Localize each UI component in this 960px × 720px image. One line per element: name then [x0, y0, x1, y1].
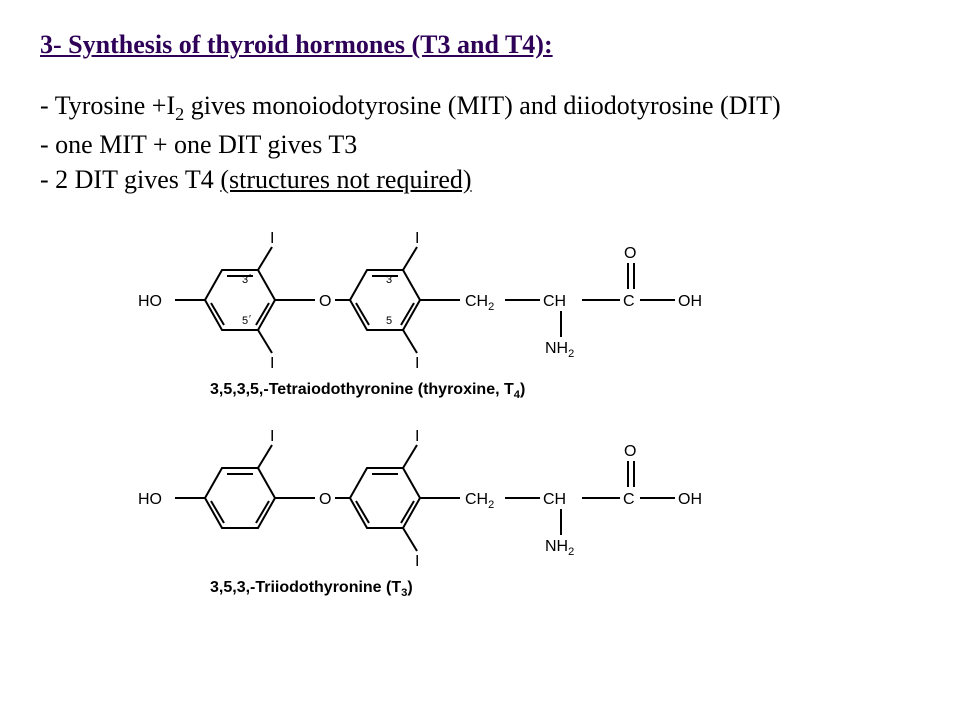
t3-I-1: I: [270, 428, 274, 445]
t3-CH2: CH: [465, 491, 488, 508]
t4-ring1-3: 3: [242, 274, 248, 286]
t4-CH: CH: [543, 293, 566, 310]
bullet-1-post: gives monoiodotyrosine (MIT) and diiodot…: [184, 91, 780, 120]
t3-caption: 3,5,3,-Triiodothyronine (T3): [210, 579, 920, 599]
bullet-3-underline: (structures not required): [220, 165, 471, 194]
bullet-list: - Tyrosine +I2 gives monoiodotyrosine (M…: [40, 88, 920, 197]
t4-NH2: NH: [545, 340, 568, 357]
t3-I-2: I: [415, 428, 419, 445]
bullet-3-pre: - 2 DIT gives T4: [40, 165, 220, 194]
t3-figure: HO I O I I CH2 CH C O OH NH2 3,5,3,-Trii…: [120, 423, 920, 599]
t3-C: C: [623, 491, 635, 508]
bullet-1: - Tyrosine +I2 gives monoiodotyrosine (M…: [40, 88, 920, 127]
t4-caption: 3,5,3,5,-Tetraiodothyronine (thyroxine, …: [210, 381, 920, 401]
t4-ring2-5: 5: [386, 315, 392, 327]
svg-text:′: ′: [249, 273, 251, 284]
t4-O-bridge: O: [319, 293, 331, 310]
t4-I-4: I: [415, 355, 419, 372]
t4-structure: 3 ′ 5 ′ 3 5: [120, 225, 820, 375]
t4-ring1-5: 5: [242, 315, 248, 327]
t4-caption-post: ): [520, 381, 525, 398]
t3-structure: HO I O I I CH2 CH C O OH NH2: [120, 423, 820, 573]
t4-I-3: I: [415, 230, 419, 247]
t3-OH: OH: [678, 491, 702, 508]
section-heading: 3- Synthesis of thyroid hormones (T3 and…: [40, 30, 920, 60]
bullet-1-sub: 2: [175, 104, 184, 124]
t4-CH2: CH: [465, 293, 488, 310]
bullet-3: - 2 DIT gives T4 (structures not require…: [40, 162, 920, 197]
t4-I-1: I: [270, 230, 274, 247]
svg-text:′: ′: [249, 314, 251, 325]
svg-text:CH2: CH2: [465, 491, 494, 511]
t3-CH: CH: [543, 491, 566, 508]
t3-caption-pre: 3,5,3,-Triiodothyronine (T: [210, 579, 401, 596]
t4-dblO: O: [624, 245, 636, 262]
t4-HO: HO: [138, 293, 162, 310]
t3-caption-post: ): [407, 579, 412, 596]
t4-I-2: I: [270, 355, 274, 372]
svg-text:NH2: NH2: [545, 538, 574, 558]
svg-text:CH2: CH2: [465, 293, 494, 313]
svg-text:NH2: NH2: [545, 340, 574, 360]
t4-caption-pre: 3,5,3,5,-Tetraiodothyronine (thyroxine, …: [210, 381, 514, 398]
t3-dblO: O: [624, 443, 636, 460]
bullet-2: - one MIT + one DIT gives T3: [40, 127, 920, 162]
t3-I-3: I: [415, 553, 419, 570]
t3-HO: HO: [138, 491, 162, 508]
t4-C: C: [623, 293, 635, 310]
t3-O-bridge: O: [319, 491, 331, 508]
bullet-1-pre: - Tyrosine +I: [40, 91, 175, 120]
t3-NH2: NH: [545, 538, 568, 555]
t4-figure: 3 ′ 5 ′ 3 5: [120, 225, 920, 401]
t4-ring2-3: 3: [386, 274, 392, 286]
t4-OH: OH: [678, 293, 702, 310]
